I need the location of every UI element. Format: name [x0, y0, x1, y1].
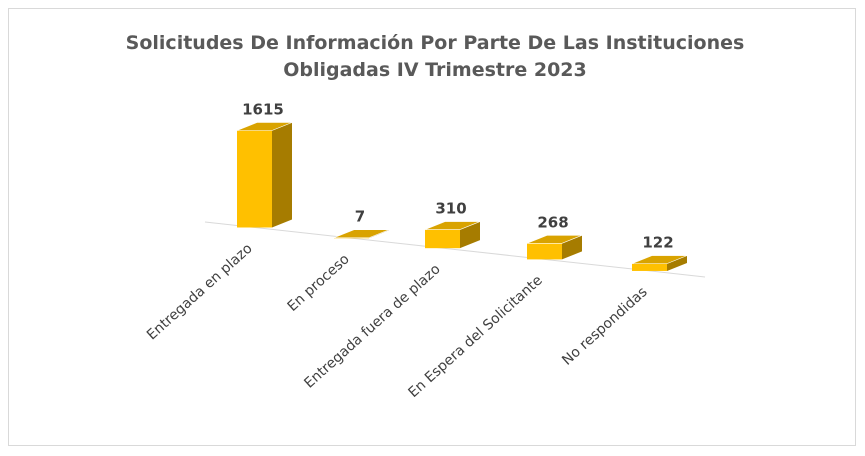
- bar-top: [424, 221, 481, 230]
- bar: [631, 255, 688, 271]
- chart-frame: [8, 8, 856, 446]
- bar: [333, 229, 390, 239]
- bar-front: [527, 243, 562, 260]
- bar-front: [425, 229, 460, 249]
- bar-top: [236, 122, 293, 131]
- data-label: 310: [435, 200, 466, 218]
- bar: [424, 221, 481, 249]
- bar-top: [631, 255, 688, 264]
- data-label: 7: [355, 208, 365, 226]
- bar: [526, 235, 583, 260]
- x-tick-label: No respondidas: [559, 284, 650, 369]
- chart-title: Solicitudes De Información Por Parte De …: [125, 32, 745, 81]
- bar-side: [272, 122, 292, 228]
- base-line: [204, 221, 706, 278]
- x-tick-label: En Espera del Solicitante: [405, 272, 545, 401]
- data-label: 122: [642, 234, 673, 252]
- bar: [236, 122, 293, 228]
- bar-front: [632, 263, 667, 271]
- bar-top: [333, 229, 390, 239]
- bar-front: [237, 130, 272, 228]
- bar-side: [667, 255, 687, 271]
- x-tick-label: En proceso: [285, 251, 353, 315]
- data-label: 1615: [242, 101, 284, 119]
- bar-top: [526, 235, 583, 244]
- data-label: 268: [537, 213, 568, 231]
- x-tick-label: Entregada en plazo: [144, 241, 256, 344]
- bar-side: [460, 221, 480, 249]
